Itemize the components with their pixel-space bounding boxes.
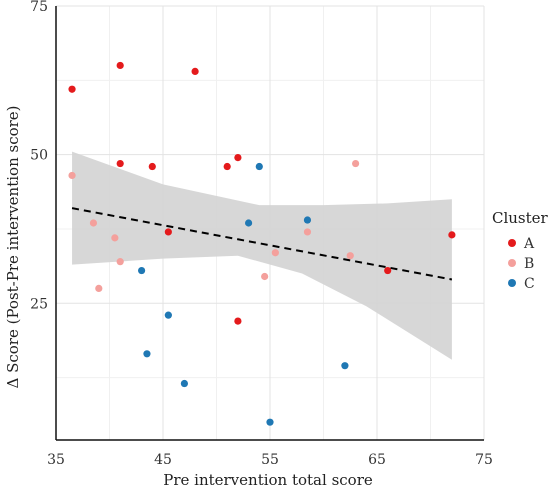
data-point-a bbox=[116, 159, 124, 168]
x-tick-label: 35 bbox=[47, 452, 65, 468]
y-tick-label: 25 bbox=[30, 296, 48, 312]
data-point-c bbox=[138, 266, 146, 275]
legend-label-c: C bbox=[524, 276, 535, 292]
axes bbox=[55, 6, 484, 441]
data-point-a bbox=[148, 162, 156, 171]
data-point-a bbox=[448, 231, 456, 239]
regression-line bbox=[71, 207, 453, 281]
data-point-c bbox=[255, 162, 263, 171]
data-point-b bbox=[95, 284, 103, 292]
data-point-c bbox=[341, 362, 349, 370]
legend-marker-b bbox=[508, 259, 516, 267]
x-tick-label: 45 bbox=[154, 452, 172, 468]
data-point-a bbox=[191, 67, 199, 75]
data-point-a bbox=[223, 162, 231, 171]
data-point-a bbox=[234, 317, 242, 325]
legend-marker-a bbox=[508, 239, 516, 247]
legend: Cluster ABC bbox=[492, 209, 549, 292]
data-point-b bbox=[111, 234, 119, 242]
data-point-c bbox=[266, 418, 274, 426]
data-point-a bbox=[68, 85, 76, 93]
x-tick-label: 65 bbox=[368, 452, 386, 468]
data-point-b bbox=[89, 219, 98, 227]
data-point-c bbox=[164, 311, 172, 319]
x-tick-label: 75 bbox=[475, 452, 493, 468]
data-point-a bbox=[234, 154, 242, 162]
y-tick-label: 75 bbox=[30, 0, 48, 15]
data-point-c bbox=[180, 379, 188, 388]
data-point-a bbox=[164, 228, 172, 236]
data-point-b bbox=[68, 171, 76, 180]
data-point-c bbox=[245, 219, 253, 227]
y-tick-label: 50 bbox=[30, 148, 48, 164]
confidence-band bbox=[72, 151, 452, 360]
data-point-b bbox=[271, 249, 279, 257]
data-point-c bbox=[143, 350, 151, 358]
legend-marker-c bbox=[508, 279, 516, 287]
legend-title: Cluster bbox=[492, 209, 549, 227]
data-point-c bbox=[303, 216, 312, 224]
data-point-b bbox=[261, 272, 269, 281]
trend-line bbox=[71, 207, 453, 281]
legend-label-b: B bbox=[524, 256, 534, 272]
y-axis-title: Δ Score (Post-Pre intervention score) bbox=[4, 105, 22, 388]
data-point-a bbox=[384, 266, 392, 275]
data-point-a bbox=[116, 61, 124, 70]
data-point-b bbox=[352, 159, 360, 168]
x-axis-title: Pre intervention total score bbox=[163, 471, 373, 489]
x-tick-label: 55 bbox=[261, 452, 279, 468]
data-point-b bbox=[116, 258, 124, 266]
confidence-band-area bbox=[72, 151, 452, 360]
tick-labels: 35 45 55 65 75 25 50 75 bbox=[30, 0, 493, 468]
data-point-b bbox=[303, 228, 312, 236]
data-point-b bbox=[346, 252, 354, 260]
legend-label-a: A bbox=[523, 236, 535, 252]
data-points bbox=[68, 61, 456, 426]
